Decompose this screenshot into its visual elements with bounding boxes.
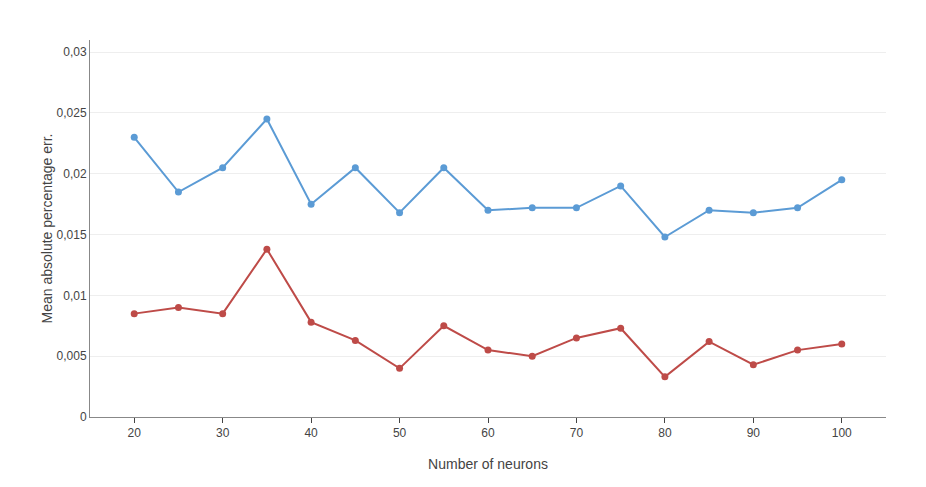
svg-text:40: 40 xyxy=(304,426,318,440)
svg-text:0,005: 0,005 xyxy=(57,349,87,363)
svg-text:30: 30 xyxy=(216,426,230,440)
svg-text:60: 60 xyxy=(481,426,495,440)
svg-text:70: 70 xyxy=(570,426,584,440)
svg-text:20: 20 xyxy=(128,426,142,440)
svg-text:0: 0 xyxy=(80,410,87,424)
svg-text:0,03: 0,03 xyxy=(63,45,87,59)
svg-text:0,01: 0,01 xyxy=(63,289,87,303)
svg-text:80: 80 xyxy=(658,426,672,440)
svg-text:0,015: 0,015 xyxy=(57,228,87,242)
svg-text:0,02: 0,02 xyxy=(63,167,87,181)
svg-text:0,025: 0,025 xyxy=(57,106,87,120)
svg-text:100: 100 xyxy=(832,426,852,440)
svg-text:Mean absolute percentage err.: Mean absolute percentage err. xyxy=(39,134,55,324)
svg-text:90: 90 xyxy=(747,426,761,440)
svg-text:Number of neurons: Number of neurons xyxy=(428,456,548,472)
svg-text:50: 50 xyxy=(393,426,407,440)
